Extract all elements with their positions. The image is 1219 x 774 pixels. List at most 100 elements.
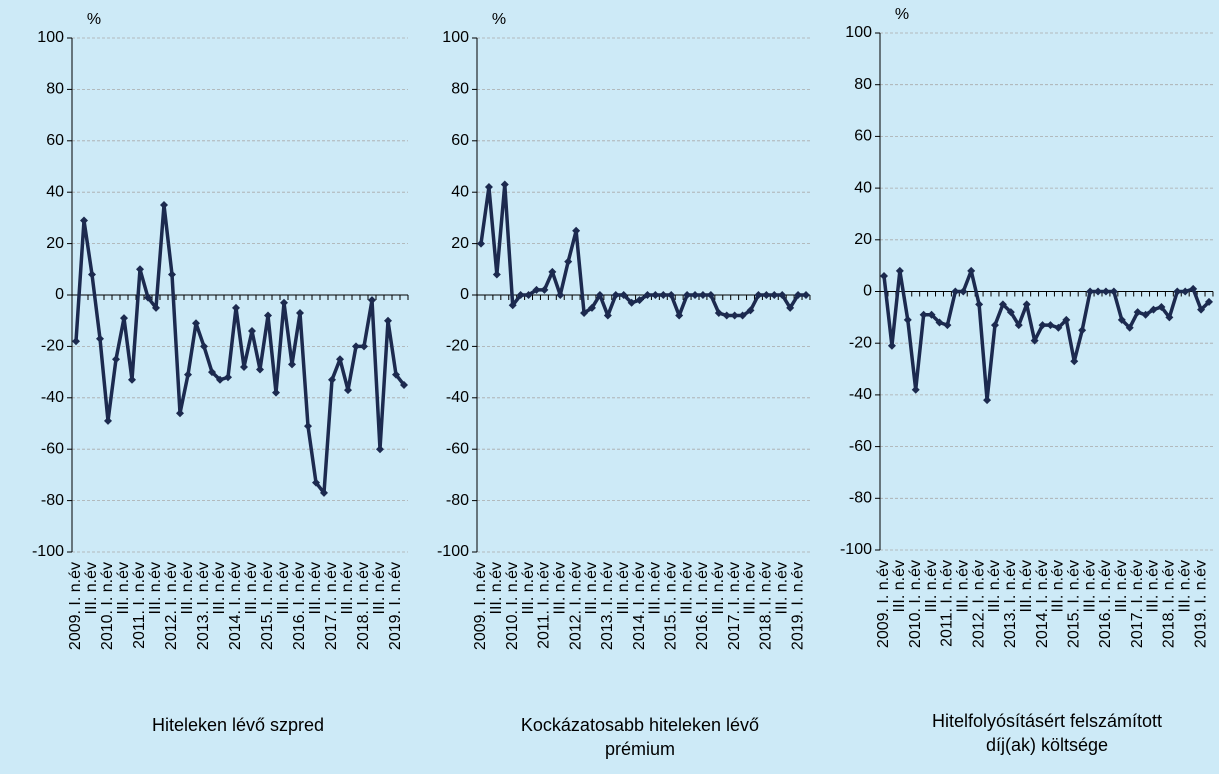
x-tick-label: 2012. I. n.év: [567, 562, 584, 650]
y-tick-label: 80: [46, 81, 64, 98]
x-tick-label: 2012. I. n.év: [163, 562, 180, 650]
y-tick-label: -100: [437, 543, 469, 560]
x-tick-label: III. n.év: [179, 562, 196, 614]
x-tick-label: 2014. I. n.év: [227, 562, 244, 650]
data-point: [998, 300, 1007, 309]
data-point: [368, 296, 376, 305]
data-point: [667, 291, 676, 299]
x-tick-label: III. n.év: [551, 562, 568, 614]
x-tick-label: III. n.év: [211, 562, 228, 614]
data-point: [1101, 287, 1110, 296]
x-tick-label: III. n.év: [339, 562, 356, 614]
data-point: [659, 291, 668, 299]
data-point: [903, 315, 912, 324]
y-tick-label: 20: [46, 235, 64, 252]
data-point: [675, 311, 684, 320]
data-point: [1133, 308, 1142, 317]
data-point: [794, 291, 803, 299]
x-tick-label: 2018. I. n.év: [1161, 560, 1178, 648]
data-point: [524, 291, 533, 299]
data-point: [730, 311, 739, 320]
x-tick-label: 2019. I. n.év: [387, 562, 404, 650]
data-point: [990, 321, 999, 330]
data-point: [943, 321, 952, 330]
data-point: [1086, 287, 1095, 296]
data-point: [272, 388, 280, 397]
data-point: [1157, 303, 1166, 312]
y-tick-label: 100: [37, 29, 64, 46]
data-point: [738, 311, 747, 320]
data-point: [1062, 315, 1071, 324]
data-point: [1189, 284, 1198, 293]
y-tick-label: 20: [451, 235, 469, 252]
data-point: [264, 311, 272, 320]
data-point: [746, 306, 755, 315]
data-point: [1117, 315, 1126, 324]
data-point: [1006, 308, 1015, 317]
x-tick-label: 2009. I. n.év: [472, 562, 489, 650]
y-tick-label: 80: [854, 76, 872, 93]
data-point: [887, 341, 896, 350]
data-point: [1022, 300, 1031, 309]
x-tick-label: 2019. I. n.év: [789, 562, 806, 650]
data-point: [344, 386, 352, 395]
data-point: [216, 375, 224, 384]
x-tick-label: 2012. I. n.év: [970, 560, 987, 648]
x-tick-label: 2017. I. n.év: [726, 562, 743, 650]
x-tick-label: 2018. I. n.év: [758, 562, 775, 650]
data-point: [1078, 326, 1087, 335]
x-tick-label: III. n.év: [1081, 560, 1098, 612]
y-tick-label: 0: [863, 283, 872, 300]
x-tick-label: 2013. I. n.év: [195, 562, 212, 650]
data-point: [975, 300, 984, 309]
data-point: [595, 291, 604, 299]
data-point: [683, 291, 692, 299]
data-point: [651, 291, 660, 299]
data-point: [160, 201, 168, 210]
data-point: [80, 216, 88, 225]
data-point: [611, 291, 620, 299]
data-point: [104, 416, 112, 425]
data-point: [1046, 321, 1055, 330]
y-tick-label: -40: [849, 386, 872, 403]
y-tick-label: -80: [41, 492, 64, 509]
data-point: [240, 362, 248, 371]
y-tick-label: 60: [46, 132, 64, 149]
data-point: [722, 311, 731, 320]
x-tick-label: III. n.év: [583, 562, 600, 614]
data-point: [500, 180, 509, 189]
data-point: [152, 303, 160, 312]
data-point: [802, 291, 810, 299]
data-point: [1165, 313, 1174, 322]
x-tick-label: 2014. I. n.év: [1034, 560, 1051, 648]
y-tick-label: -20: [446, 338, 469, 355]
data-point: [328, 375, 336, 384]
data-point: [288, 360, 296, 369]
data-point: [564, 257, 573, 266]
x-tick-label: 2016. I. n.év: [1097, 560, 1114, 648]
y-tick-label: -40: [41, 389, 64, 406]
x-tick-label: III. n.év: [115, 562, 132, 614]
data-point: [224, 373, 232, 382]
data-point: [635, 296, 644, 305]
y-tick-label: 40: [46, 183, 64, 200]
y-tick-label: 100: [845, 24, 872, 41]
x-tick-label: III. n.év: [647, 562, 664, 614]
data-point: [296, 308, 304, 317]
y-tick-label: -80: [446, 492, 469, 509]
data-point: [786, 303, 795, 312]
data-point: [176, 409, 184, 418]
x-tick-label: III. n.év: [83, 562, 100, 614]
x-tick-label: III. n.év: [1145, 560, 1162, 612]
data-point: [1014, 321, 1023, 330]
data-point: [192, 319, 200, 328]
data-point: [572, 226, 581, 235]
data-point: [927, 310, 936, 319]
x-tick-label: III. n.év: [954, 560, 971, 612]
y-tick-label: 20: [854, 231, 872, 248]
y-tick-label: -40: [446, 389, 469, 406]
data-point: [1141, 310, 1150, 319]
y-tick-label: 0: [55, 286, 64, 303]
data-point: [168, 270, 176, 279]
